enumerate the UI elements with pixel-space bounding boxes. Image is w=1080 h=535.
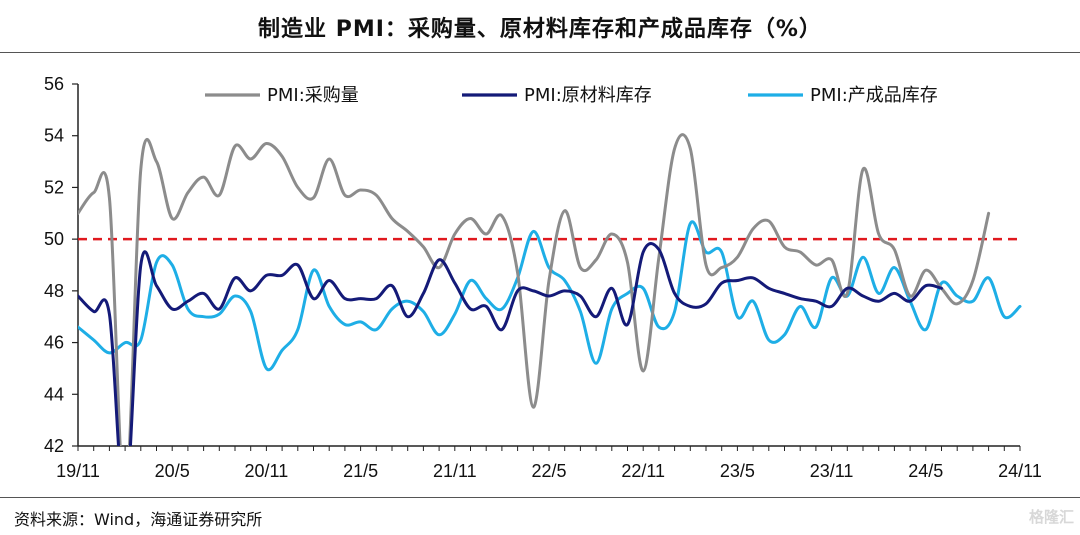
- legend-label-2: PMI:产成品库存: [810, 85, 938, 106]
- axes: 42 44 46 48 50 52 54 56 19/11 20/5 20/11 21/5 21/11 2…: [44, 74, 1042, 481]
- x-tick-label: 23/11: [810, 461, 854, 481]
- y-tick-label: 42: [44, 436, 64, 456]
- y-tick-label: 50: [44, 229, 64, 249]
- x-tick-label: 20/11: [245, 461, 289, 481]
- x-tick-label: 22/11: [621, 461, 665, 481]
- title-bar: 制造业 PMI：采购量、原材料库存和产成品库存（%）: [0, 0, 1080, 53]
- legend-label-1: PMI:原材料库存: [524, 85, 652, 106]
- pmi-line-chart: 42 44 46 48 50 52 54 56 19/11 20/5 20/11 21/5 21/11 2…: [44, 74, 1042, 481]
- source-note: 资料来源：Wind，海通证券研究所: [14, 510, 263, 529]
- y-tick-label: 46: [44, 333, 64, 353]
- x-tick-label: 22/5: [531, 461, 566, 481]
- x-tick-label: 24/5: [908, 461, 943, 481]
- y-tick-label: 56: [44, 74, 64, 94]
- x-tick-label: 19/11: [56, 461, 100, 481]
- legend: PMI:采购量 PMI:原材料库存 PMI:产成品库存: [205, 85, 938, 106]
- series-lines: [78, 133, 1022, 446]
- x-tick-label: 20/5: [155, 461, 190, 481]
- x-tick-label: 24/11: [998, 461, 1042, 481]
- y-tick-label: 54: [44, 126, 64, 146]
- source-divider: [0, 497, 1080, 498]
- series-line-0: [78, 133, 991, 446]
- y-tick-label: 48: [44, 281, 64, 301]
- y-tick-label: 52: [44, 177, 64, 197]
- chart-title: 制造业 PMI：采购量、原材料库存和产成品库存（%）: [258, 17, 822, 42]
- x-tick-label: 21/11: [433, 461, 477, 481]
- y-tick-label: 44: [44, 384, 64, 404]
- x-tick-label: 23/5: [720, 461, 755, 481]
- series-line-1: [78, 242, 943, 446]
- legend-label-0: PMI:采购量: [267, 85, 359, 106]
- series-line-2: [78, 220, 1022, 372]
- watermark: 格隆汇: [1028, 508, 1074, 526]
- x-tick-label: 21/5: [343, 461, 378, 481]
